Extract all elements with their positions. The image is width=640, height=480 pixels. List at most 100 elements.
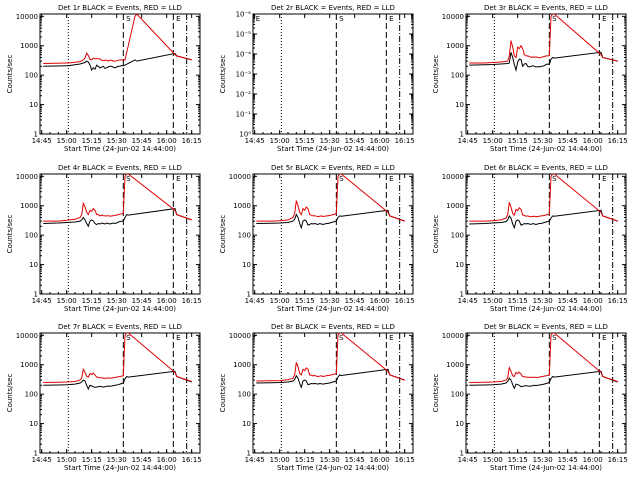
y-tick-label: 1 bbox=[247, 291, 251, 299]
y-tick-label: 100 bbox=[25, 72, 38, 80]
y-tick-label: 10 bbox=[29, 101, 38, 109]
y-axis-label: Counts/sec bbox=[219, 374, 227, 413]
x-tick-label: 16:15 bbox=[395, 137, 415, 145]
y-tick-label: 1 bbox=[34, 291, 38, 299]
series-lld bbox=[43, 14, 192, 64]
y-tick-label: 10⁻² bbox=[236, 91, 252, 99]
marker-label: S bbox=[126, 334, 131, 342]
marker-label: E bbox=[602, 15, 606, 23]
y-tick-label: 10 bbox=[242, 420, 251, 428]
x-tick-label: 16:00 bbox=[157, 297, 177, 305]
x-tick-label: 16:15 bbox=[395, 456, 415, 464]
x-tick-label: 16:00 bbox=[583, 456, 603, 464]
x-tick-label: 14:45 bbox=[245, 297, 265, 305]
x-axis-label: Start Time (24-Jun-02 14:44:00) bbox=[490, 305, 602, 313]
x-tick-label: 15:45 bbox=[132, 297, 152, 305]
y-tick-label: 1 bbox=[460, 291, 464, 299]
y-tick-label: 1 bbox=[247, 450, 251, 458]
y-tick-label: 10 bbox=[29, 420, 38, 428]
y-tick-label: 10000 bbox=[16, 332, 38, 340]
plot-frame bbox=[252, 332, 414, 454]
y-tick-label: 10000 bbox=[442, 332, 464, 340]
panel-title: Det 9r BLACK = Events, RED = LLD bbox=[484, 323, 608, 331]
y-axis-label: Counts/sec bbox=[6, 215, 14, 254]
x-tick-label: 15:45 bbox=[345, 456, 365, 464]
x-tick-label: 15:00 bbox=[270, 297, 290, 305]
marker-label: E bbox=[256, 15, 260, 23]
y-tick-label: 1000 bbox=[446, 202, 464, 210]
x-tick-label: 15:30 bbox=[320, 456, 340, 464]
x-tick-label: 16:00 bbox=[370, 137, 390, 145]
series-events bbox=[256, 368, 405, 389]
x-axis-label: Start Time (24-Jun-02 14:44:00) bbox=[277, 464, 389, 472]
x-tick-label: 15:15 bbox=[508, 297, 528, 305]
y-tick-label: 1 bbox=[460, 131, 464, 139]
y-tick-label: 10⁻¹ bbox=[236, 111, 252, 119]
x-tick-label: 16:15 bbox=[608, 137, 628, 145]
x-tick-label: 15:30 bbox=[107, 297, 127, 305]
marker-label: S bbox=[552, 334, 557, 342]
panel-title: Det 5r BLACK = Events, RED = LLD bbox=[271, 164, 395, 172]
panel-det-3: Det 3r BLACK = Events, RED = LLD 1 10 100 10… bbox=[432, 4, 628, 153]
y-tick-label: 1 bbox=[460, 450, 464, 458]
y-tick-label: 100 bbox=[238, 391, 251, 399]
y-axis-label: Counts/sec bbox=[219, 55, 227, 94]
panel-det-6: Det 6r BLACK = Events, RED = LLD 1 10 100 10… bbox=[432, 164, 628, 313]
y-tick-label: 10000 bbox=[442, 173, 464, 181]
x-tick-label: 15:00 bbox=[57, 137, 77, 145]
x-axis-label: Start Time (24-Jun-02 14:44:00) bbox=[277, 305, 389, 313]
y-axis-label: Counts/sec bbox=[219, 215, 227, 254]
marker-label: S bbox=[339, 15, 344, 23]
panel-det-7: Det 7r BLACK = Events, RED = LLD 1 10 100 10… bbox=[6, 323, 202, 472]
x-tick-label: 15:30 bbox=[320, 297, 340, 305]
x-tick-label: 15:45 bbox=[345, 137, 365, 145]
y-tick-label: 10000 bbox=[229, 332, 251, 340]
y-tick-label: 100 bbox=[451, 391, 464, 399]
series-events bbox=[256, 209, 405, 230]
x-tick-label: 16:15 bbox=[395, 297, 415, 305]
x-tick-label: 15:00 bbox=[57, 297, 77, 305]
x-tick-label: 16:15 bbox=[608, 456, 628, 464]
x-tick-label: 15:45 bbox=[132, 137, 152, 145]
y-tick-label: 1000 bbox=[233, 361, 251, 369]
series-events bbox=[469, 370, 618, 390]
y-tick-label: 1000 bbox=[446, 361, 464, 369]
y-tick-label: 100 bbox=[238, 232, 251, 240]
marker-label: S bbox=[552, 15, 557, 23]
marker-label: E bbox=[176, 334, 180, 342]
y-tick-label: 10⁻⁶ bbox=[236, 11, 252, 19]
x-tick-label: 15:00 bbox=[270, 137, 290, 145]
x-tick-label: 15:15 bbox=[508, 456, 528, 464]
x-tick-label: 16:15 bbox=[608, 297, 628, 305]
y-tick-label: 10 bbox=[242, 261, 251, 269]
marker-label: E bbox=[389, 334, 393, 342]
series-events bbox=[469, 51, 618, 72]
y-tick-label: 10⁻⁴ bbox=[236, 51, 252, 59]
x-tick-label: 15:00 bbox=[483, 137, 503, 145]
series-lld bbox=[43, 174, 192, 222]
y-tick-label: 100 bbox=[451, 72, 464, 80]
y-tick-label: 10000 bbox=[16, 173, 38, 181]
plot-frame bbox=[39, 173, 201, 295]
x-tick-label: 15:15 bbox=[295, 297, 315, 305]
marker-label: E bbox=[389, 175, 393, 183]
x-tick-label: 15:15 bbox=[295, 456, 315, 464]
series-lld bbox=[256, 333, 405, 382]
x-tick-label: 16:00 bbox=[583, 137, 603, 145]
series-lld bbox=[256, 174, 405, 222]
x-tick-label: 16:00 bbox=[157, 137, 177, 145]
marker-label: S bbox=[126, 15, 131, 23]
y-tick-label: 100 bbox=[25, 232, 38, 240]
panel-title: Det 3r BLACK = Events, RED = LLD bbox=[484, 4, 608, 12]
series-events bbox=[43, 370, 192, 391]
x-tick-label: 15:30 bbox=[533, 137, 553, 145]
x-tick-label: 15:00 bbox=[57, 456, 77, 464]
x-tick-label: 15:00 bbox=[483, 297, 503, 305]
y-tick-label: 1000 bbox=[233, 202, 251, 210]
x-tick-label: 14:45 bbox=[245, 137, 265, 145]
x-tick-label: 16:15 bbox=[182, 456, 202, 464]
x-tick-label: 14:45 bbox=[458, 297, 478, 305]
panel-title: Det 4r BLACK = Events, RED = LLD bbox=[58, 164, 182, 172]
x-tick-label: 15:45 bbox=[558, 137, 578, 145]
y-tick-label: 1000 bbox=[20, 42, 38, 50]
